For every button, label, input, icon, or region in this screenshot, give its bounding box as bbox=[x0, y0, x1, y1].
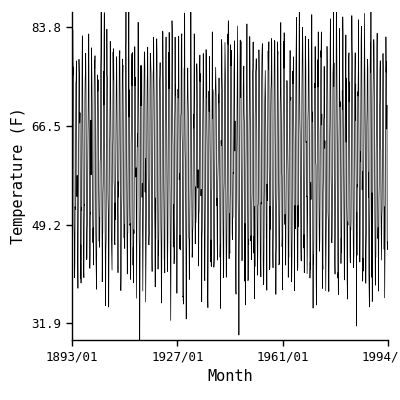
X-axis label: Month: Month bbox=[207, 369, 253, 384]
Y-axis label: Temperature (F): Temperature (F) bbox=[11, 108, 26, 244]
